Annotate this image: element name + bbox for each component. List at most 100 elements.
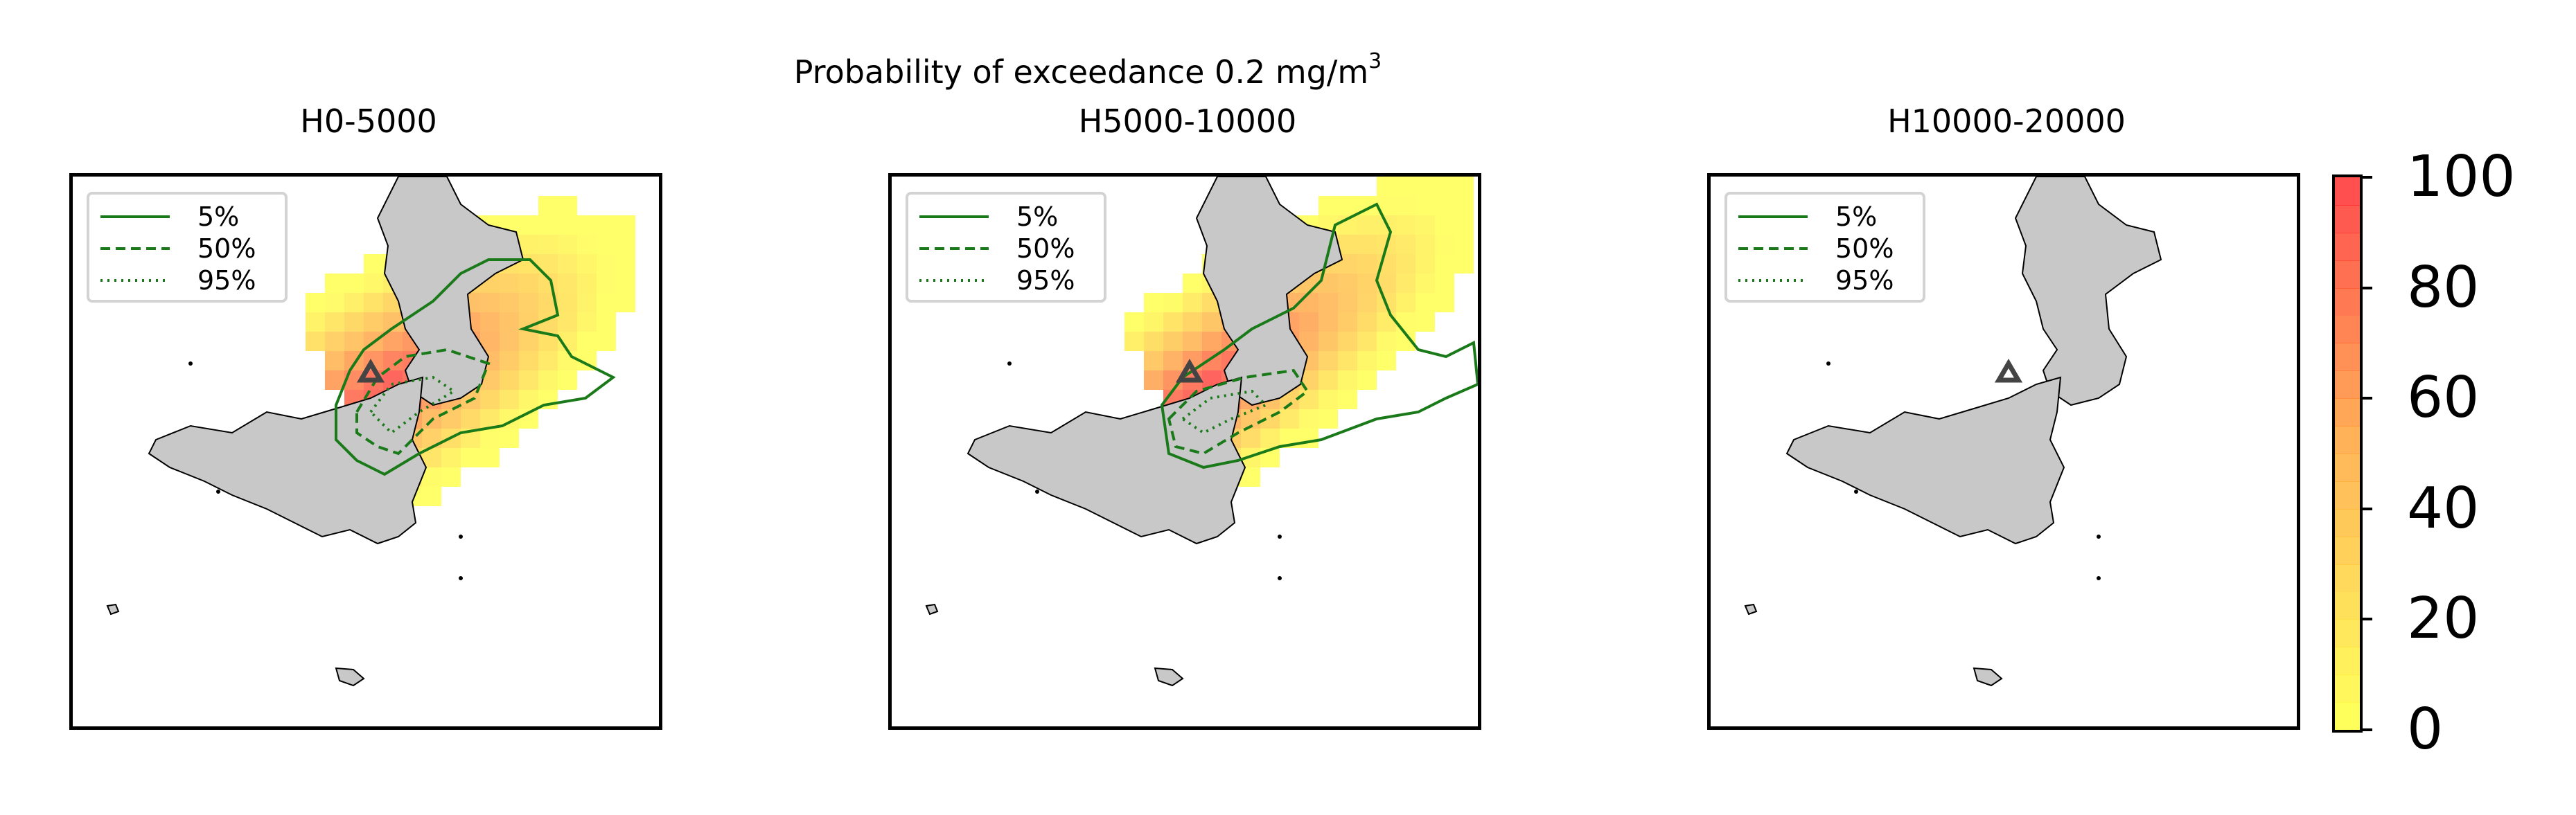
probability-cell xyxy=(1183,274,1202,293)
probability-cell xyxy=(500,429,519,448)
probability-cell xyxy=(1338,390,1357,409)
legend-label-95: 95% xyxy=(1835,265,1894,296)
probability-cell xyxy=(1163,293,1183,312)
islet xyxy=(1278,576,1282,580)
legend-entry-5: 5% xyxy=(1738,203,1918,231)
map-canvas-2 xyxy=(925,177,1478,687)
colorbar-segment xyxy=(2335,564,2360,593)
probability-cell xyxy=(1357,274,1377,293)
panel-title-2: H5000-10000 xyxy=(1078,102,1297,140)
legend-entry-95: 95% xyxy=(100,267,281,294)
probability-cell xyxy=(344,332,364,351)
probability-cell xyxy=(519,370,538,390)
colorbar-segment xyxy=(2335,674,2360,704)
probability-cell xyxy=(1338,370,1357,390)
probability-cell xyxy=(344,312,364,332)
panel-title-3: H10000-20000 xyxy=(1887,102,2126,140)
probability-cell xyxy=(480,409,500,429)
probability-cell xyxy=(500,312,519,332)
probability-cell xyxy=(383,332,403,351)
colorbar-segment xyxy=(2335,370,2360,400)
probability-cell xyxy=(1299,293,1318,312)
probability-cell xyxy=(461,409,480,429)
legend-2: 5% 50% 95% xyxy=(906,192,1106,303)
probability-cell xyxy=(1415,196,1435,215)
probability-cell xyxy=(1338,312,1357,332)
map-panel-3: 5% 50% 95% xyxy=(1707,173,2300,730)
probability-cell xyxy=(1280,409,1299,429)
probability-cell xyxy=(1396,235,1415,254)
probability-cell xyxy=(364,312,383,332)
legend-entry-50: 50% xyxy=(1738,235,1918,262)
probability-cell xyxy=(577,274,597,293)
legend-label-50: 50% xyxy=(197,233,256,264)
probability-cell xyxy=(1299,312,1318,332)
probability-cell xyxy=(325,351,344,370)
landmass xyxy=(1195,177,1343,406)
colorbar-segment xyxy=(2335,315,2360,344)
probability-cell xyxy=(1338,293,1357,312)
probability-cell xyxy=(441,467,461,487)
probability-cell xyxy=(1241,429,1260,448)
probability-cell xyxy=(480,448,500,467)
probability-cell xyxy=(500,390,519,409)
contours-2 xyxy=(1160,202,1478,469)
probability-cell xyxy=(325,274,344,293)
probability-cell xyxy=(519,332,538,351)
probability-cell xyxy=(1124,312,1144,332)
legend-entry-50: 50% xyxy=(919,235,1100,262)
legend-entry-95: 95% xyxy=(919,267,1100,294)
landmass xyxy=(148,376,427,545)
probability-cell xyxy=(441,448,461,467)
probability-cell xyxy=(1454,177,1474,196)
probability-cell xyxy=(1183,332,1202,351)
probability-cell xyxy=(1202,332,1221,351)
probability-cell xyxy=(1415,274,1435,293)
colorbar-segment xyxy=(2335,204,2360,233)
probability-cell xyxy=(500,351,519,370)
probability-cell xyxy=(500,370,519,390)
probability-cell xyxy=(558,293,577,312)
legend-entry-95: 95% xyxy=(1738,267,1918,294)
colorbar-segment xyxy=(2335,508,2360,537)
colorbar-segment xyxy=(2335,398,2360,427)
probability-cell xyxy=(1435,274,1454,293)
probability-cell xyxy=(1415,177,1435,196)
probability-cell xyxy=(325,370,344,390)
colorbar-segment xyxy=(2335,426,2360,454)
probability-cell xyxy=(325,293,344,312)
probability-cell xyxy=(1377,177,1396,196)
probability-cell xyxy=(616,215,635,235)
legend-label-5: 5% xyxy=(197,201,240,232)
map-panel-2: 5% 50% 95% xyxy=(888,173,1481,730)
colorbar-segment xyxy=(2335,454,2360,482)
probability-cell xyxy=(1454,235,1474,254)
probability-cell xyxy=(500,332,519,351)
islet xyxy=(188,361,193,366)
legend-label-50: 50% xyxy=(1835,233,1894,264)
vent-marker-2 xyxy=(1175,359,1204,383)
islet xyxy=(1035,490,1039,494)
probability-cell xyxy=(1377,332,1396,351)
contour-solid xyxy=(1160,202,1478,469)
probability-cell xyxy=(1183,312,1202,332)
islet xyxy=(2097,576,2101,580)
probability-cell xyxy=(1396,215,1415,235)
probability-cell xyxy=(558,254,577,274)
probability-cell xyxy=(597,274,616,293)
probability-cell xyxy=(1299,409,1318,429)
probability-cell xyxy=(1338,196,1357,215)
land-3 xyxy=(1744,177,2162,687)
colorbar-tick-label: 40 xyxy=(2407,475,2480,541)
probability-cell xyxy=(577,235,597,254)
probability-cell xyxy=(577,312,597,332)
probability-cell xyxy=(1415,312,1435,332)
probability-cell xyxy=(1144,312,1163,332)
probability-cell xyxy=(1435,215,1454,235)
probability-cell xyxy=(1357,235,1377,254)
probability-cell xyxy=(577,332,597,351)
probability-cell xyxy=(1454,215,1474,235)
colorbar-segment xyxy=(2335,619,2360,648)
legend-entry-5: 5% xyxy=(919,203,1100,231)
probability-cell xyxy=(1163,312,1183,332)
